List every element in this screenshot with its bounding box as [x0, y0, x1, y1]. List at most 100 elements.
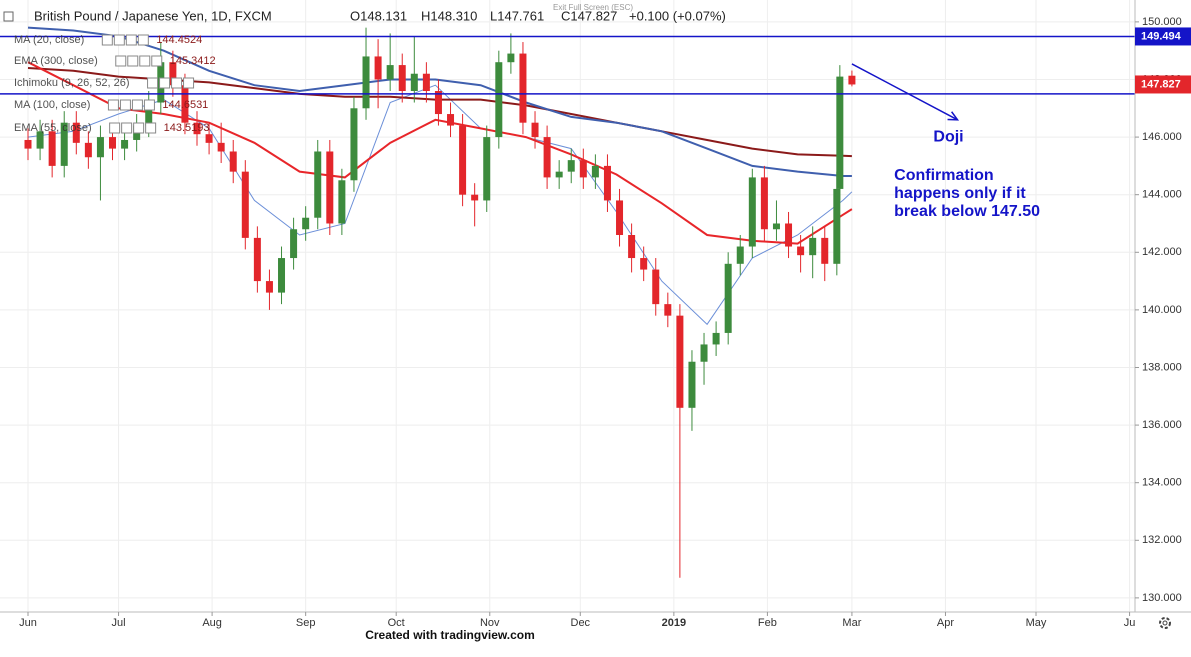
exit-hint[interactable]: Exit Full Screen (ESC) — [553, 3, 633, 12]
candle-body — [785, 223, 793, 247]
candle-body — [760, 177, 768, 230]
y-tick-label: 150.000 — [1142, 16, 1182, 28]
indicator-button[interactable] — [133, 122, 145, 134]
x-tick-label: May — [1026, 617, 1047, 629]
candle-body — [422, 73, 430, 92]
candle-body — [241, 171, 249, 238]
candle-body — [736, 246, 744, 264]
candle-body — [314, 151, 322, 218]
indicator-value: 144.6531 — [162, 99, 208, 111]
candle-body — [302, 217, 310, 230]
legend: British Pound / Japanese Yen, 1D, FXCM O1… — [3, 8, 726, 134]
x-tick-label: Mar — [842, 617, 861, 629]
indicator-button[interactable] — [119, 99, 131, 111]
candle-body — [483, 137, 491, 201]
candle-body — [543, 137, 551, 178]
candle-body — [772, 223, 780, 230]
x-tick-label: Nov — [480, 617, 500, 629]
x-tick-label: Oct — [388, 617, 405, 629]
indicator-button[interactable] — [109, 122, 121, 134]
x-tick-label: Jun — [19, 617, 37, 629]
candle-body — [603, 165, 611, 201]
indicator-name: EMA (55, close) — [14, 122, 92, 134]
x-tick-label: Ju — [1124, 617, 1136, 629]
indicator-name: Ichimoku (9, 26, 52, 26) — [14, 77, 130, 89]
annotation: Confirmation — [894, 167, 994, 184]
candle-body — [519, 53, 527, 123]
indicator-button[interactable] — [131, 99, 143, 111]
indicator-name: MA (20, close) — [14, 34, 84, 46]
x-tick-label: 2019 — [662, 617, 686, 629]
indicator-button[interactable] — [107, 99, 119, 111]
indicator-name: MA (100, close) — [14, 99, 90, 111]
candle-body — [205, 134, 213, 143]
candle-body — [821, 237, 829, 264]
indicator-button[interactable] — [127, 55, 139, 67]
candle-body — [265, 281, 273, 293]
candle-body — [748, 177, 756, 247]
indicator-button[interactable] — [145, 122, 157, 134]
indicator-button[interactable] — [171, 77, 183, 89]
candle-body — [169, 62, 177, 86]
candle-body — [434, 91, 442, 115]
y-tick-label: 144.000 — [1142, 189, 1182, 201]
candle-body — [676, 315, 684, 408]
x-tick-label: Feb — [758, 617, 777, 629]
candle-body — [616, 200, 624, 236]
indicator-button[interactable] — [115, 55, 127, 67]
candle-body — [72, 122, 80, 143]
indicator-button[interactable] — [183, 77, 195, 89]
annotation: break below 147.50 — [894, 203, 1040, 220]
settings-icon[interactable] — [1159, 617, 1171, 629]
candle-body — [398, 65, 406, 92]
candle-body — [724, 263, 732, 333]
indicator-value: 144.4524 — [156, 34, 202, 46]
indicator-button[interactable] — [113, 34, 125, 46]
price-box — [1135, 75, 1191, 94]
indicator-button[interactable] — [101, 34, 113, 46]
candle-body — [848, 75, 856, 85]
x-tick-label: Sep — [296, 617, 316, 629]
candle-body — [591, 165, 599, 178]
candle-body — [471, 194, 479, 201]
arrow-head — [947, 111, 960, 121]
x-tick-label: Dec — [571, 617, 591, 629]
indicator-button[interactable] — [159, 77, 171, 89]
candle-body — [48, 131, 56, 166]
y-tick-label: 142.000 — [1142, 246, 1182, 258]
candle-body — [495, 62, 503, 138]
indicator-button[interactable] — [151, 55, 163, 67]
candle-body — [555, 171, 563, 178]
candle-body — [338, 180, 346, 224]
indicator-button[interactable] — [143, 99, 155, 111]
indicator-value: 143.5193 — [164, 122, 210, 134]
indicator-button[interactable] — [137, 34, 149, 46]
candle-body — [836, 76, 844, 189]
candle-body — [217, 142, 225, 152]
annotation: Doji — [933, 128, 963, 145]
candle-body — [809, 237, 817, 256]
candle-body — [712, 332, 720, 345]
y-tick-label: 134.000 — [1142, 477, 1182, 489]
quote-value: C147.827 — [561, 8, 617, 23]
candle-body — [459, 125, 467, 195]
candle-body — [688, 361, 696, 408]
collapse-icon — [3, 11, 14, 22]
x-tick-label: Jul — [112, 617, 126, 629]
quote-value: L147.761 — [490, 8, 544, 23]
y-tick-label: 146.000 — [1142, 131, 1182, 143]
candle-body — [121, 139, 129, 149]
indicator-button[interactable] — [139, 55, 151, 67]
candle-body — [531, 122, 539, 138]
candle-body — [374, 56, 382, 80]
x-tick-label: Apr — [937, 617, 954, 629]
candle-body — [664, 304, 672, 316]
indicator-button[interactable] — [125, 34, 137, 46]
quote-value: H148.310 — [421, 8, 477, 23]
candle-body — [181, 85, 189, 123]
candle-body — [36, 131, 44, 149]
indicator-button[interactable] — [147, 77, 159, 89]
indicator-button[interactable] — [121, 122, 133, 134]
